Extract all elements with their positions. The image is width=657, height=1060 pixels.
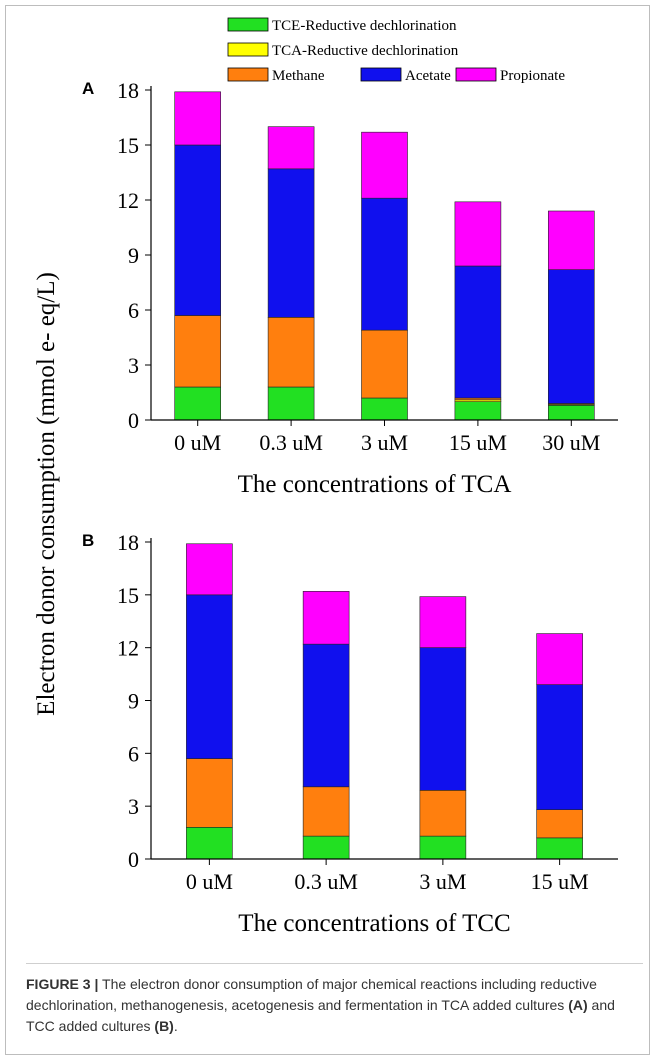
- y-tick-label: 6: [128, 298, 139, 323]
- bar-segment: [454, 401, 502, 421]
- y-tick-label: 3: [128, 353, 139, 378]
- legend-label: Methane: [272, 68, 325, 84]
- x-tick-label: 30 uM: [542, 430, 600, 455]
- y-tick-label: 15: [117, 583, 139, 608]
- figure-chart: TCE-Reductive dechlorination TCA-Reductiv…: [33, 17, 618, 937]
- bar-segment: [174, 315, 221, 388]
- legend-swatch: [227, 17, 269, 32]
- y-tick-label: 9: [128, 689, 139, 714]
- y-tick-label: 0: [128, 847, 139, 872]
- bar-segment: [536, 837, 583, 860]
- y-tick-label: 15: [117, 133, 139, 158]
- caption-text-2: and TCC added cultures: [26, 997, 615, 1034]
- y-tick-label: 18: [117, 78, 139, 103]
- bar-segment: [267, 126, 315, 170]
- legend-swatch: [360, 67, 402, 82]
- bar-segment: [174, 144, 221, 316]
- y-axis-title: Electron donor consumption (mmol e- eq/L…: [33, 272, 60, 716]
- bar-segment: [536, 809, 583, 839]
- y-tick-label: 18: [117, 530, 139, 555]
- x-axis-title: The concentrations of TCA: [238, 471, 512, 498]
- caption-separator: [26, 963, 643, 964]
- bar-segment: [547, 269, 595, 404]
- caption-label: FIGURE 3 |: [26, 976, 99, 992]
- legend-swatch: [227, 42, 269, 57]
- bar-segment: [454, 201, 502, 267]
- bar-segment: [267, 168, 315, 318]
- bar-segment: [454, 265, 502, 399]
- bar-segment: [302, 786, 350, 837]
- bar-segment: [186, 826, 233, 860]
- legend-label: TCE-Reductive dechlorination: [272, 18, 457, 34]
- bar-segment: [419, 790, 467, 837]
- x-tick-label: 3 uM: [361, 430, 408, 455]
- bar-segment: [302, 643, 350, 788]
- bar-segment: [361, 329, 408, 399]
- x-tick-label: 15 uM: [531, 869, 589, 894]
- bar-segment: [267, 386, 315, 421]
- x-tick-label: 3 uM: [419, 869, 466, 894]
- caption-text-1: The electron donor consumption of major …: [26, 976, 597, 1013]
- bar-segment: [302, 591, 350, 645]
- caption-ref-a: (A): [568, 997, 588, 1013]
- bar-segment: [174, 91, 221, 146]
- x-tick-label: 0.3 uM: [259, 430, 323, 455]
- y-tick-label: 12: [117, 188, 139, 213]
- bar-segment: [419, 647, 467, 791]
- y-tick-label: 12: [117, 636, 139, 661]
- bar-segment: [186, 758, 233, 828]
- y-tick-label: 0: [128, 408, 139, 433]
- bar-segment: [419, 596, 467, 648]
- caption-ref-b: (B): [154, 1018, 174, 1034]
- bar-segment: [186, 594, 233, 759]
- bar-segment: [419, 835, 467, 860]
- bar-segment: [536, 633, 583, 685]
- legend-label: Propionate: [500, 68, 565, 84]
- y-tick-label: 6: [128, 741, 139, 766]
- legend-swatch: [455, 67, 497, 82]
- bar-segment: [361, 397, 408, 421]
- y-tick-label: 3: [128, 794, 139, 819]
- bar-segment: [361, 131, 408, 199]
- x-tick-label: 15 uM: [449, 430, 507, 455]
- bar-segment: [302, 835, 350, 860]
- bar-segment: [547, 405, 595, 421]
- bar-segment: [186, 543, 233, 596]
- legend-swatch: [227, 67, 269, 82]
- y-tick-label: 9: [128, 243, 139, 268]
- x-tick-label: 0 uM: [186, 869, 233, 894]
- legend-label: TCA-Reductive dechlorination: [272, 43, 459, 59]
- x-tick-label: 0.3 uM: [294, 869, 358, 894]
- figure-frame: TCE-Reductive dechlorination TCA-Reductiv…: [5, 5, 650, 1055]
- bar-segment: [361, 197, 408, 331]
- x-axis-title: The concentrations of TCC: [238, 910, 510, 937]
- figure-caption: FIGURE 3 | The electron donor consumptio…: [26, 974, 641, 1037]
- bar-segment: [267, 317, 315, 388]
- x-tick-label: 0 uM: [174, 430, 221, 455]
- panel-label: A: [82, 79, 94, 98]
- bar-segment: [536, 684, 583, 810]
- caption-text-3: .: [173, 1018, 178, 1034]
- bar-segment: [174, 386, 221, 421]
- panel-label: B: [82, 531, 94, 550]
- bar-segment: [547, 210, 595, 270]
- legend-label: Acetate: [405, 68, 451, 84]
